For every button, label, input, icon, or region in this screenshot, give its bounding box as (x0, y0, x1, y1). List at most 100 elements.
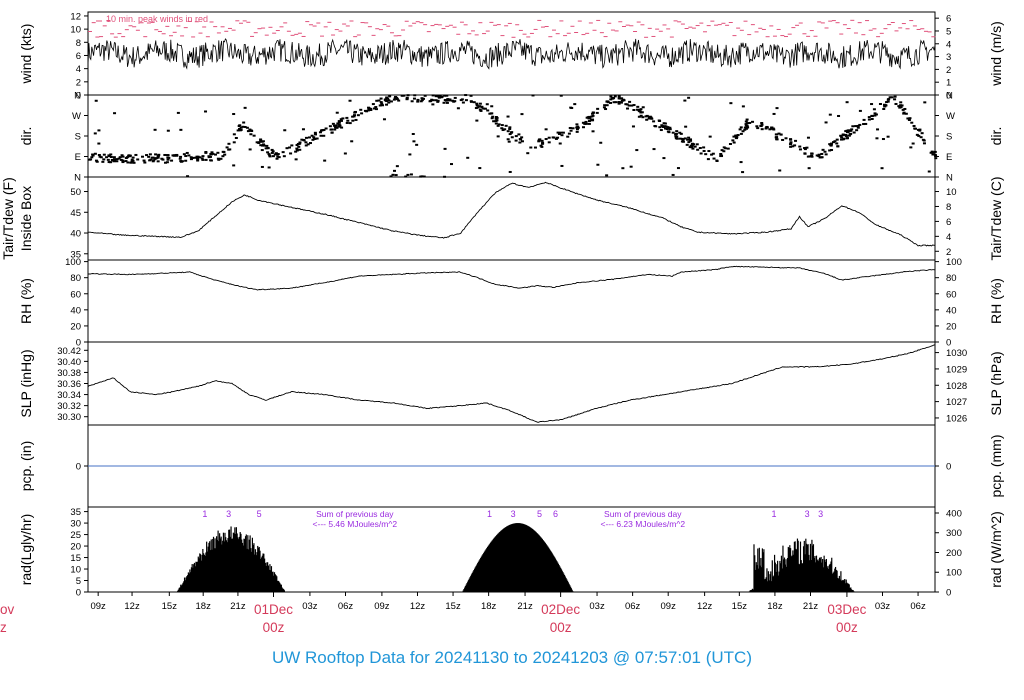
dir-point (337, 120, 341, 123)
dir-point (147, 155, 151, 158)
dir-point (504, 124, 508, 127)
dir-point (360, 112, 364, 115)
dir-point (348, 99, 352, 102)
dir-point (156, 160, 160, 163)
dir-point (172, 154, 176, 157)
rad-daily-sum: <--- 6.23 MJoules/m^2 (601, 519, 686, 529)
dir-point (824, 153, 828, 156)
dir-point (625, 103, 629, 106)
dir-point (835, 142, 839, 145)
dir-point (544, 128, 548, 131)
dir-point (692, 143, 696, 146)
dir-point (184, 155, 188, 158)
dir-point (817, 155, 821, 158)
dir-ylabel: dir. (18, 127, 34, 146)
rad-ytick-label: 20 (70, 542, 81, 553)
dir-point (506, 115, 510, 118)
dir-point (400, 94, 404, 97)
dir-point (645, 118, 649, 121)
dir-point (702, 146, 706, 149)
dir-point (571, 127, 575, 130)
dir-point (517, 133, 521, 136)
dir-ytick-right-label: N (946, 91, 953, 102)
dir-point (636, 105, 640, 108)
dir-point (182, 153, 186, 156)
dir-point (107, 161, 111, 164)
dir-point (228, 148, 232, 151)
dir-point (560, 134, 564, 137)
dir-point (908, 117, 912, 120)
dir-point (668, 126, 672, 129)
dir-point (506, 130, 510, 133)
dir-point (120, 154, 124, 157)
dir-ytick-label: E (75, 152, 81, 163)
dir-point (666, 126, 670, 129)
dir-point (856, 126, 860, 129)
dir-point (788, 143, 792, 146)
dir-point (732, 135, 736, 138)
dir-point (90, 156, 94, 159)
dir-point (760, 128, 764, 131)
dir-point (630, 104, 634, 107)
dir-point (817, 153, 821, 156)
dir-point (374, 108, 378, 111)
dir-point (707, 150, 711, 153)
dir-point (469, 100, 473, 103)
rh-ytick-label: 80 (70, 273, 81, 284)
slp-ytick-label: 30.32 (57, 401, 81, 412)
dir-point (687, 141, 691, 144)
dir-point (298, 142, 302, 145)
dir-point (544, 138, 548, 141)
dir-point (97, 153, 101, 156)
dir-point (912, 124, 916, 127)
dir-point (679, 132, 683, 135)
slp-ytick-label: 30.40 (57, 357, 81, 368)
dir-point (755, 125, 759, 128)
dir-point (551, 136, 555, 139)
dir-point (596, 107, 600, 110)
dir-point (209, 153, 213, 156)
dir-point (715, 159, 719, 162)
dir-point (295, 144, 299, 147)
dir-point (97, 129, 101, 132)
dir-point (587, 120, 591, 123)
dir-point (314, 133, 318, 136)
dir-point (915, 133, 919, 136)
dir-point (887, 98, 891, 101)
dir-point (873, 112, 877, 115)
slp-ytick-right-label: 1028 (946, 381, 967, 392)
dir-point (101, 160, 105, 163)
dir-point (933, 150, 937, 153)
dir-point (478, 108, 482, 111)
dir-point (689, 138, 693, 141)
dir-point (626, 107, 630, 110)
dir-point (346, 119, 350, 122)
dir-point (450, 163, 454, 166)
dir-point (759, 125, 763, 128)
slp-ytick-right-label: 1030 (946, 348, 967, 359)
dir-point (764, 127, 768, 130)
date-label: 02Dec (541, 602, 580, 617)
dir-point (612, 101, 616, 104)
dir-point (94, 99, 98, 102)
dir-point (508, 126, 512, 129)
dir-point (289, 152, 293, 155)
rad-ytick-label: 0 (76, 588, 81, 599)
dir-point (443, 147, 447, 150)
dir-point (252, 134, 256, 137)
dir-point (165, 154, 169, 157)
dir-point (899, 104, 903, 107)
dir-point (302, 139, 306, 142)
rad-ytick-right-label: 400 (946, 508, 962, 519)
dir-point (746, 122, 750, 125)
dir-point (265, 144, 269, 147)
dir-point (561, 131, 565, 134)
dir-point (494, 122, 498, 125)
dir-point (239, 126, 243, 129)
dir-point (156, 155, 160, 158)
rad-ytick-right-label: 300 (946, 528, 962, 539)
dir-point (259, 139, 263, 142)
dir-point (547, 141, 551, 144)
dir-point (185, 151, 189, 154)
dir-point (239, 128, 243, 131)
